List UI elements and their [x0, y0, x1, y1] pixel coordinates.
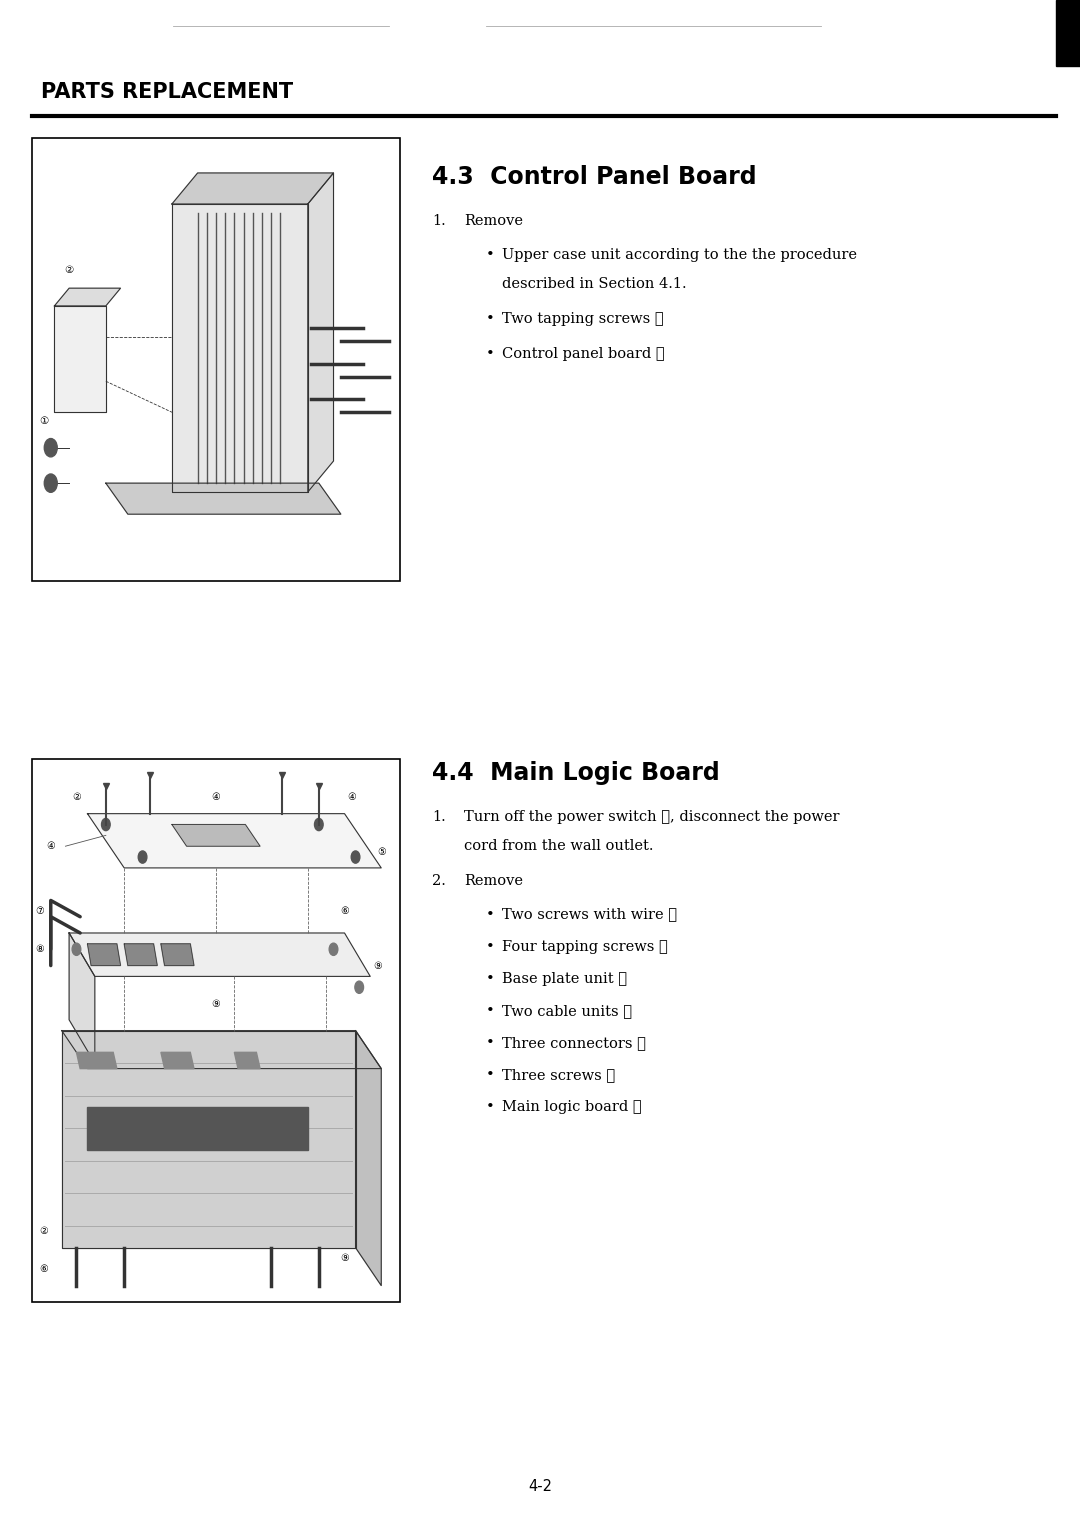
Text: Upper case unit according to the the procedure: Upper case unit according to the the pro… [502, 248, 858, 261]
Text: ⑨: ⑨ [374, 961, 382, 970]
Polygon shape [355, 1030, 381, 1285]
Text: 4-2: 4-2 [528, 1479, 552, 1494]
Polygon shape [87, 944, 121, 966]
Text: •: • [486, 312, 495, 325]
Text: Turn off the power switch ①, disconnect the power: Turn off the power switch ①, disconnect … [464, 810, 840, 824]
Polygon shape [234, 1053, 260, 1068]
Polygon shape [106, 483, 341, 513]
Text: ⑦: ⑦ [36, 906, 44, 917]
Polygon shape [87, 1106, 308, 1151]
Polygon shape [308, 173, 334, 492]
Text: described in Section 4.1.: described in Section 4.1. [502, 277, 687, 290]
Circle shape [72, 943, 81, 955]
Text: Main logic board ⑨: Main logic board ⑨ [502, 1100, 642, 1114]
Polygon shape [161, 1053, 194, 1068]
Polygon shape [62, 1030, 381, 1068]
Text: ④: ④ [212, 793, 220, 802]
Text: cord from the wall outlet.: cord from the wall outlet. [464, 839, 653, 853]
Text: 1.: 1. [432, 810, 446, 824]
Polygon shape [54, 289, 121, 306]
Text: ⑧: ⑧ [36, 944, 44, 955]
Polygon shape [54, 306, 106, 413]
Text: 4.3  Control Panel Board: 4.3 Control Panel Board [432, 165, 757, 189]
Text: 4.4  Main Logic Board: 4.4 Main Logic Board [432, 761, 719, 785]
Text: •: • [486, 347, 495, 361]
Text: ⑥: ⑥ [39, 1264, 48, 1274]
Text: Two screws with wire ②: Two screws with wire ② [502, 908, 677, 921]
Text: ②: ② [65, 266, 73, 275]
Polygon shape [124, 944, 158, 966]
Text: Two cable units ⑥: Two cable units ⑥ [502, 1004, 632, 1018]
Text: •: • [486, 1068, 495, 1082]
Bar [32, 138, 400, 581]
Circle shape [329, 943, 338, 955]
Circle shape [314, 819, 323, 831]
Polygon shape [87, 813, 381, 868]
Text: Base plate unit ⑤: Base plate unit ⑤ [502, 972, 627, 986]
Circle shape [44, 439, 57, 457]
Text: ②: ② [72, 793, 81, 802]
Bar [32, 759, 400, 1302]
Polygon shape [172, 173, 334, 203]
Text: ⑥: ⑥ [340, 906, 349, 917]
Text: •: • [486, 972, 495, 986]
Text: •: • [486, 248, 495, 261]
Polygon shape [62, 1030, 355, 1247]
Circle shape [138, 851, 147, 863]
Text: Control panel board ②: Control panel board ② [502, 347, 665, 361]
Circle shape [44, 474, 57, 492]
Text: ⑨: ⑨ [212, 998, 220, 1008]
Text: ⑨: ⑨ [340, 1253, 349, 1264]
Circle shape [102, 819, 110, 831]
Bar [1056, 0, 1080, 66]
Text: 2.: 2. [432, 874, 446, 888]
Text: Remove: Remove [464, 214, 524, 228]
Text: ⑤: ⑤ [377, 847, 386, 857]
Polygon shape [161, 944, 194, 966]
Text: ④: ④ [46, 842, 55, 851]
Text: ④: ④ [348, 793, 356, 802]
Text: ①: ① [39, 416, 48, 426]
Text: Two tapping screws ①: Two tapping screws ① [502, 312, 664, 325]
Text: PARTS REPLACEMENT: PARTS REPLACEMENT [41, 83, 293, 102]
Text: •: • [486, 1100, 495, 1114]
Text: Three screws ⑧: Three screws ⑧ [502, 1068, 616, 1082]
Text: ②: ② [39, 1227, 48, 1236]
Text: •: • [486, 1004, 495, 1018]
Text: •: • [486, 940, 495, 953]
Polygon shape [77, 1053, 117, 1068]
Circle shape [351, 851, 360, 863]
Polygon shape [69, 934, 95, 1063]
Polygon shape [69, 934, 370, 976]
Text: Remove: Remove [464, 874, 524, 888]
Polygon shape [172, 825, 260, 847]
Text: •: • [486, 1036, 495, 1050]
Text: •: • [486, 908, 495, 921]
Text: 1.: 1. [432, 214, 446, 228]
Text: Three connectors ⑦: Three connectors ⑦ [502, 1036, 646, 1050]
Text: Four tapping screws ④: Four tapping screws ④ [502, 940, 667, 953]
Polygon shape [172, 203, 308, 492]
Circle shape [355, 981, 364, 993]
